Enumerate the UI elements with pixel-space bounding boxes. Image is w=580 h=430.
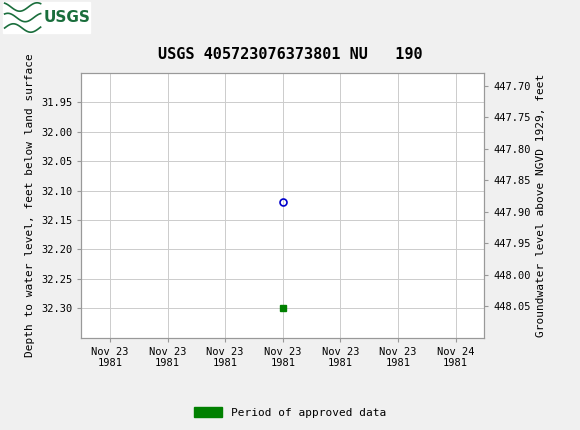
Text: USGS: USGS — [44, 10, 90, 25]
Text: USGS 405723076373801 NU   190: USGS 405723076373801 NU 190 — [158, 47, 422, 62]
Bar — [3, 2, 90, 33]
Y-axis label: Groundwater level above NGVD 1929, feet: Groundwater level above NGVD 1929, feet — [536, 74, 546, 337]
Y-axis label: Depth to water level, feet below land surface: Depth to water level, feet below land su… — [26, 53, 35, 357]
Legend: Period of approved data: Period of approved data — [190, 403, 390, 422]
